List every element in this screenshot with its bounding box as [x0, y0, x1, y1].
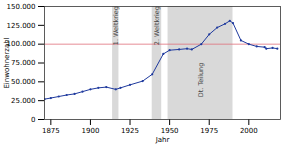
svg-text:1925: 1925	[121, 127, 139, 135]
svg-text:Jahr: Jahr	[155, 136, 170, 144]
svg-text:2000: 2000	[240, 127, 258, 135]
svg-text:1900: 1900	[82, 127, 100, 135]
svg-text:0: 0	[31, 116, 35, 124]
svg-text:125.000: 125.000	[7, 22, 36, 30]
svg-text:50.000: 50.000	[11, 78, 36, 86]
svg-text:75.000: 75.000	[11, 59, 36, 67]
svg-text:1950: 1950	[161, 127, 179, 135]
svg-text:2. Weltkrieg: 2. Weltkrieg	[153, 6, 161, 45]
svg-text:25.000: 25.000	[11, 97, 36, 105]
svg-text:150.000: 150.000	[7, 3, 36, 11]
svg-text:1975: 1975	[200, 127, 218, 135]
svg-text:100.000: 100.000	[6, 40, 36, 49]
svg-text:1. Weltkrieg: 1. Weltkrieg	[112, 6, 120, 45]
svg-text:Einwohnerzahl: Einwohnerzahl	[3, 37, 11, 88]
svg-text:Dt. Teilung: Dt. Teilung	[197, 63, 205, 98]
svg-text:1875: 1875	[42, 127, 60, 135]
